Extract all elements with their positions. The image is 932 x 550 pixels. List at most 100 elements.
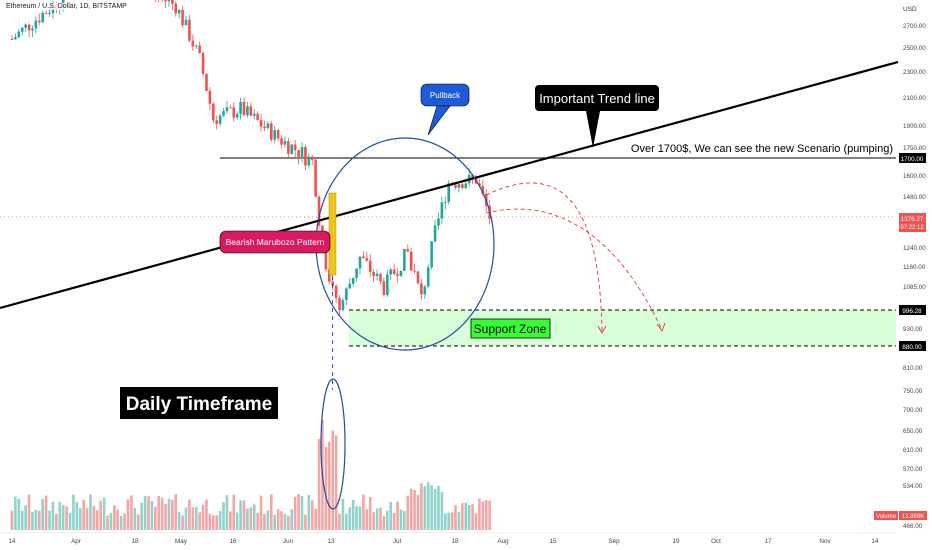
volume-bar [355, 506, 358, 530]
badge-support-bottom [899, 341, 926, 351]
badge-volume-label-text: Volume [876, 514, 897, 520]
volume-bar [201, 504, 205, 530]
price-tick-label: 1480.00 [903, 194, 926, 201]
trend-line[interactable] [0, 60, 899, 310]
candle-body [300, 147, 304, 159]
volume-bar [153, 506, 157, 530]
price-tick-label: 2500.00 [903, 45, 926, 52]
candle-body [403, 248, 406, 271]
candle-body [461, 184, 464, 189]
volume-bar [160, 497, 164, 530]
candle-body [334, 285, 338, 298]
candle-body [41, 12, 45, 23]
volume-bar [41, 498, 45, 530]
candle-body [307, 156, 311, 166]
candle-body [433, 225, 437, 242]
price-tick-label: 1240.00 [903, 245, 926, 252]
candle-body [310, 156, 314, 160]
candle-body [235, 113, 239, 118]
time-tick-label: 19 [672, 538, 680, 545]
volume-bar [246, 508, 249, 530]
volume-bar [113, 505, 116, 530]
volume-bar [78, 508, 82, 530]
price-tick-label: 1160.00 [903, 264, 926, 271]
badge-1700 [899, 153, 926, 163]
candle-body [287, 141, 290, 154]
volume-bar [140, 502, 143, 530]
volume-bar [61, 505, 65, 530]
volume-bar [72, 494, 75, 530]
volume-bar [461, 503, 464, 530]
volume-bar [334, 435, 338, 530]
price-axis[interactable]: USD 2700.00 2500.00 2300.00 2100.00 1900.00 1… [903, 6, 926, 530]
volume-bar [109, 512, 113, 530]
volume-bar [225, 495, 229, 530]
candle-body [440, 202, 444, 219]
candle-body [426, 267, 430, 287]
volume-bar [95, 510, 99, 530]
volume-bar [389, 502, 393, 530]
volume-bar [317, 438, 321, 530]
candle-body [188, 19, 191, 41]
candle-body [481, 186, 485, 194]
volume-bar [31, 511, 34, 530]
candle-body [348, 283, 352, 289]
volume-bar [85, 508, 89, 530]
candle-body [215, 120, 219, 124]
volume-bar [283, 513, 287, 530]
candle-body [355, 268, 358, 278]
volume-bar [450, 512, 454, 530]
candle-body [392, 269, 396, 275]
candle-body [409, 251, 413, 271]
volume-bar [147, 496, 150, 530]
volume-bar [123, 513, 126, 530]
time-axis[interactable]: 14 Apr 18 May 16 Jun 13 Jul 18 Aug 15 Sep 19 Oct 17 Nov… [8, 538, 879, 545]
price-axis-currency: USD [903, 6, 917, 13]
volume-bar [280, 511, 283, 530]
volume-bar [215, 515, 219, 530]
candle-body [239, 101, 242, 114]
volume-bar [102, 497, 106, 530]
candle-body [10, 38, 14, 40]
candle-body [24, 24, 27, 28]
volume-bar [437, 485, 440, 530]
volume-bar [89, 494, 92, 530]
marubozu-label-box[interactable] [219, 230, 331, 254]
volume-bar [314, 508, 317, 530]
candle-body [283, 141, 287, 145]
volume-bar [198, 512, 201, 530]
volume-bar [194, 506, 198, 530]
volume-bar [143, 496, 147, 530]
candle-body [48, 12, 51, 14]
timeframe-label-box[interactable] [120, 387, 278, 419]
candle-body [171, 0, 174, 4]
candle-body [341, 300, 345, 311]
time-tick-label: 18 [131, 538, 139, 545]
volume-bar [416, 494, 420, 530]
candle-body [368, 260, 372, 273]
volume-bar [297, 494, 300, 530]
volume-bar [433, 488, 437, 530]
price-tick-label: 534.00 [903, 483, 923, 490]
volume-bar [426, 482, 430, 530]
trend-line-label-box[interactable] [535, 85, 659, 111]
candle-body [324, 245, 328, 270]
scenario-note: Over 1700$, We can see the new Scenario … [631, 143, 893, 155]
volume-bar [406, 495, 410, 530]
volume-bar [443, 513, 447, 530]
candle-body [27, 24, 31, 31]
badge-current-price [899, 213, 926, 232]
support-zone-label-box[interactable] [470, 318, 551, 339]
trend-line-label-pointer [586, 111, 600, 148]
volume-bar [82, 499, 85, 530]
volume-bar [55, 514, 58, 530]
volume-bar [24, 505, 27, 530]
candle-body [304, 147, 307, 166]
volume-bar [44, 495, 48, 530]
candle-body [222, 111, 225, 116]
volume-bar [99, 500, 103, 530]
candle-body [280, 138, 283, 145]
candle-body [273, 130, 277, 140]
